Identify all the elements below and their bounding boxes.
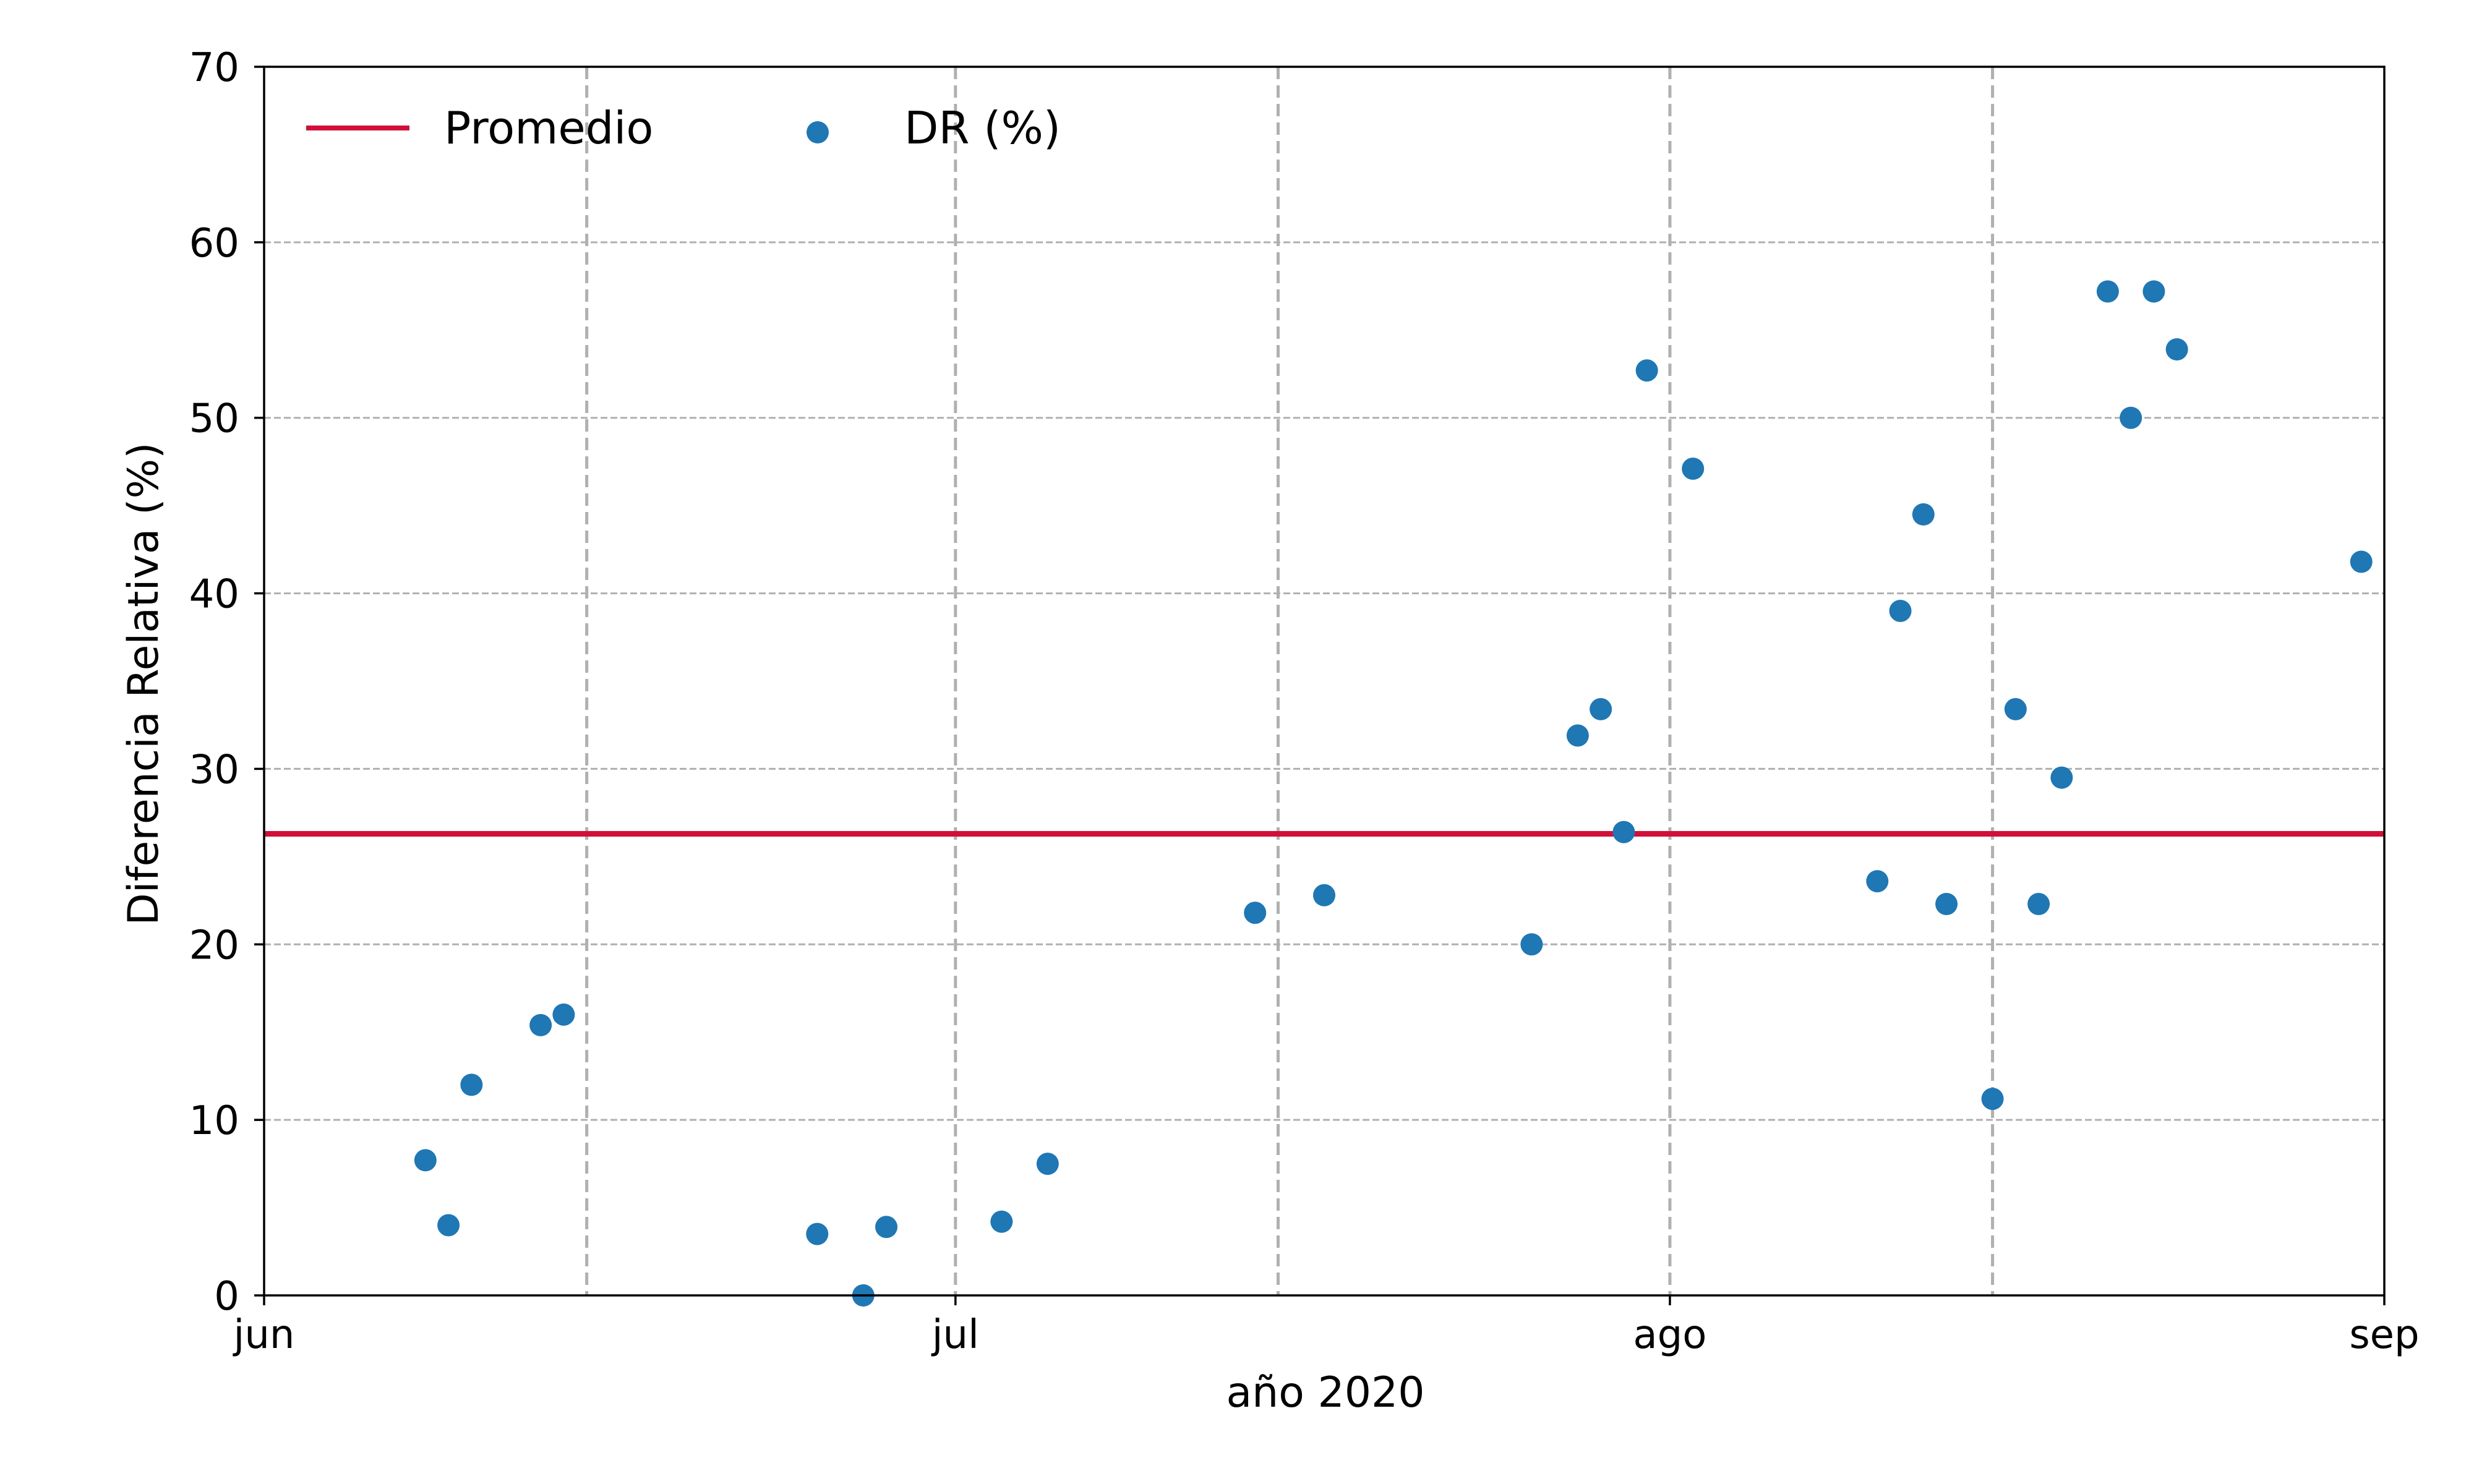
data-point <box>1935 892 1958 915</box>
data-point <box>1036 1153 1059 1175</box>
grid <box>264 241 2384 1121</box>
data-point <box>2004 697 2027 720</box>
x-tick-label: sep <box>2349 1312 2419 1358</box>
x-tick-label: jul <box>931 1312 979 1358</box>
x-tick-label: jun <box>233 1312 295 1358</box>
data-point <box>1566 724 1589 747</box>
data-point <box>875 1216 898 1239</box>
data-point <box>2096 280 2119 303</box>
plot-frame <box>263 66 2386 1297</box>
data-point <box>437 1214 460 1237</box>
y-tick-label: 0 <box>214 1274 239 1320</box>
data-point <box>990 1210 1013 1233</box>
y-axis-title: Diferencia Relativa (%) <box>119 442 168 925</box>
data-point <box>1912 503 1935 526</box>
y-tick-label: 70 <box>189 45 239 91</box>
data-point <box>2120 406 2142 429</box>
axis-ticks: 0 10 20 30 40 50 60 70 jun jul ago sep <box>189 45 2420 1358</box>
legend-label-points: DR (%) <box>904 102 1061 154</box>
legend: Promedio DR (%) <box>306 102 1061 154</box>
legend-label-mean: Promedio <box>444 102 653 154</box>
data-point <box>1520 933 1543 956</box>
y-tick-label: 60 <box>189 221 239 267</box>
data-point <box>1981 1088 2004 1111</box>
data-point <box>460 1073 483 1096</box>
data-point <box>806 1222 829 1245</box>
data-point <box>2165 338 2188 361</box>
data-point <box>2350 550 2373 573</box>
y-tick-label: 30 <box>189 747 239 793</box>
y-tick-label: 20 <box>189 923 239 968</box>
y-tick-label: 10 <box>189 1098 239 1144</box>
data-point <box>2142 280 2165 303</box>
data-point <box>2050 766 2073 789</box>
data-point <box>414 1149 437 1172</box>
x-axis-title: año 2020 <box>1226 1368 1424 1417</box>
data-points <box>414 280 2373 1307</box>
y-tick-label: 50 <box>189 396 239 442</box>
data-point <box>1313 884 1335 906</box>
data-point <box>1590 697 1612 720</box>
y-tick-label: 40 <box>189 572 239 618</box>
data-point <box>2027 892 2050 915</box>
data-point <box>1612 821 1635 843</box>
data-point <box>1866 870 1889 893</box>
data-point <box>529 1013 552 1036</box>
data-point <box>1682 458 1705 480</box>
data-point <box>552 1003 575 1026</box>
x-tick-label: ago <box>1633 1312 1706 1358</box>
legend-swatch-points <box>807 121 829 143</box>
data-point <box>1889 599 1912 622</box>
data-point <box>1244 902 1267 924</box>
data-point <box>1635 359 1658 382</box>
